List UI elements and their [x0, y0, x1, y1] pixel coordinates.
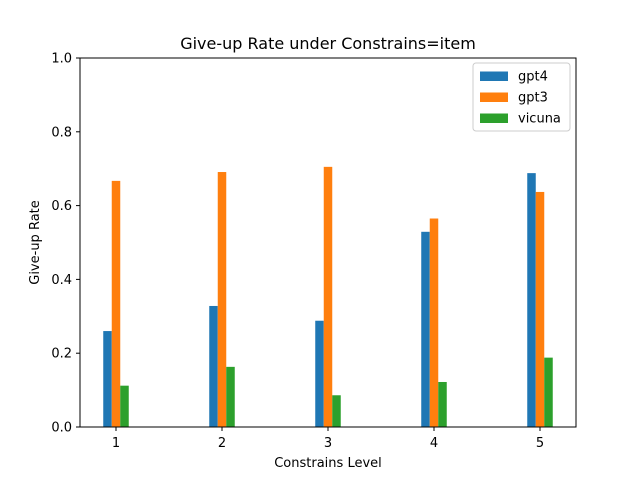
bar-gpt3-3	[323, 166, 333, 428]
bar-gpt3-1	[111, 180, 121, 427]
x-tick-label-2: 2	[218, 436, 226, 451]
legend-label-vicuna: vicuna	[518, 112, 561, 127]
legend: gpt4 gpt3 vicuna	[472, 62, 571, 132]
y-axis-label: Give-up Rate	[28, 200, 43, 285]
bar-vicuna-5	[544, 357, 553, 427]
bar-gpt4-2	[209, 305, 218, 427]
x-tick-label-5: 5	[536, 436, 544, 451]
legend-swatch-vicuna	[480, 113, 508, 123]
x-tick-label-1: 1	[112, 436, 120, 451]
legend-label-gpt3: gpt3	[518, 91, 548, 106]
y-tick-label-1.0: 1.0	[51, 52, 72, 67]
bar-gpt4-3	[315, 320, 324, 427]
chart-title: Give-up Rate under Constrains=item	[180, 34, 476, 53]
y-tick-label-0.4: 0.4	[51, 273, 72, 288]
bar-vicuna-3	[332, 395, 341, 427]
legend-swatch-gpt3	[480, 92, 508, 102]
bar-gpt4-4	[421, 231, 430, 427]
bar-gpt3-5	[535, 191, 545, 427]
bar-gpt4-5	[527, 173, 536, 427]
y-tick-label-0.2: 0.2	[51, 347, 72, 362]
x-axis-label: Constrains Level	[274, 456, 382, 471]
legend-swatch-gpt4	[480, 71, 508, 81]
x-axis: 1 2 3 4 5	[112, 427, 544, 451]
bar-vicuna-2	[226, 366, 235, 427]
bar-gpt3-4	[429, 218, 439, 427]
y-tick-label-0.0: 0.0	[51, 421, 72, 436]
legend-label-gpt4: gpt4	[518, 70, 548, 85]
y-axis: 0.0 0.2 0.4 0.6 0.8 1.0	[51, 52, 80, 436]
bar-vicuna-4	[438, 381, 447, 427]
bar-gpt3-2	[217, 172, 227, 427]
y-tick-label-0.8: 0.8	[51, 125, 72, 140]
bars	[103, 166, 553, 428]
y-tick-label-0.6: 0.6	[51, 199, 72, 214]
bar-gpt4-1	[103, 331, 112, 427]
x-tick-label-4: 4	[430, 436, 438, 451]
bar-vicuna-1	[120, 385, 129, 427]
x-tick-label-3: 3	[324, 436, 332, 451]
